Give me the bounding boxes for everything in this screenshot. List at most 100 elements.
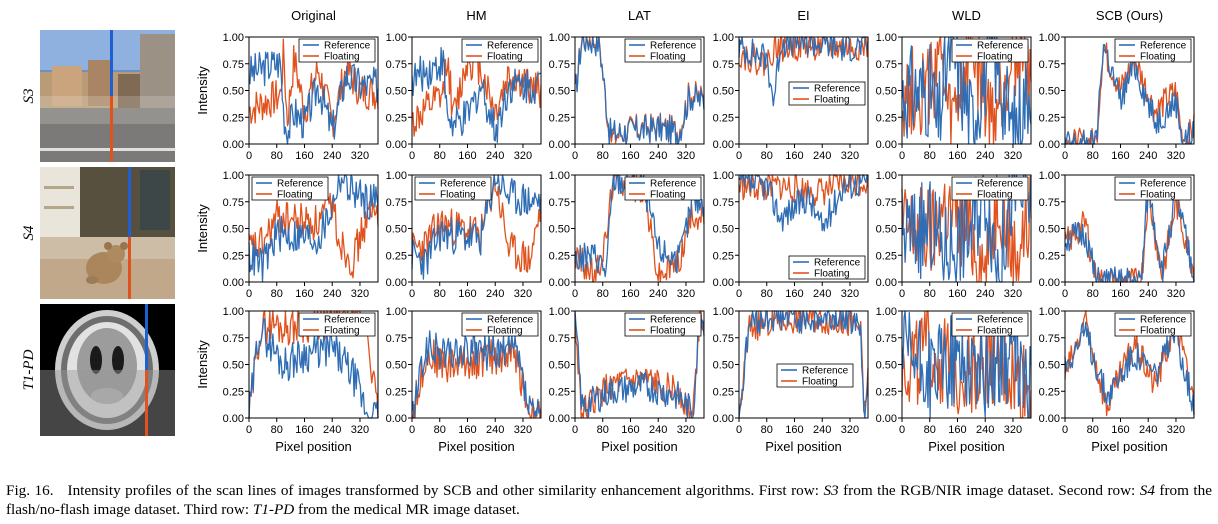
legend-label-reference: Reference	[814, 84, 861, 95]
legend-label-floating: Floating	[814, 269, 850, 280]
floating-line	[248, 38, 379, 138]
legend-label-floating: Floating	[814, 95, 850, 106]
legend-label-reference: Reference	[977, 41, 1024, 52]
legend-label-floating: Floating	[650, 326, 686, 337]
y-tick-label: 0.25	[549, 386, 570, 398]
panel-r2-c3: 0 80 160 240 320 0.00 0.25 0.50 0.75 1.00 Pixel po…	[713, 306, 869, 454]
y-tick-label: 0.00	[386, 413, 407, 425]
legend-label-reference: Reference	[324, 41, 371, 52]
y-tick-label: 0.75	[223, 333, 244, 345]
x-tick-label: 0	[572, 288, 578, 300]
y-tick-label: 0.75	[386, 197, 407, 209]
legend-label-floating: Floating	[277, 190, 313, 201]
y-tick-label: 0.25	[549, 250, 570, 262]
row-label-s3: S3	[21, 89, 37, 104]
x-tick-label: 0	[736, 424, 742, 436]
x-tick-label: 0	[1062, 424, 1068, 436]
x-tick-label: 160	[948, 424, 966, 436]
x-tick-label: 0	[409, 150, 415, 162]
reference-line	[574, 310, 705, 419]
x-tick-label: 320	[351, 288, 369, 300]
row-label-t1-pd: T1-PD	[21, 349, 37, 390]
x-tick-label: 160	[785, 424, 803, 436]
y-tick-label: 0.25	[386, 250, 407, 262]
y-tick-label: 0.25	[876, 112, 897, 124]
legend-label-reference: Reference	[1140, 315, 1187, 326]
x-tick-label: 0	[899, 424, 905, 436]
y-tick-label: 1.00	[713, 170, 734, 182]
x-tick-label: 160	[295, 288, 313, 300]
legend-label-reference: Reference	[802, 366, 849, 377]
x-tick-label: 0	[246, 150, 252, 162]
column-title-5: SCB (Ours)	[1096, 8, 1163, 23]
panel-r1-c2: 0 80 160 240 320 0.00 0.25 0.50 0.75 1.00 Referenc…	[549, 170, 705, 300]
y-tick-label: 0.25	[549, 112, 570, 124]
x-tick-label: 160	[948, 288, 966, 300]
y-tick-label: 0.25	[223, 112, 244, 124]
y-tick-label: 0.50	[386, 224, 407, 236]
y-tick-label: 0.75	[386, 333, 407, 345]
y-tick-label: 0.25	[386, 386, 407, 398]
y-tick-label: 0.25	[1039, 250, 1060, 262]
column-title-4: WLD	[952, 8, 981, 23]
y-tick-label: 0.25	[876, 250, 897, 262]
x-tick-label: 320	[1167, 150, 1185, 162]
x-tick-label: 240	[486, 424, 504, 436]
y-tick-label: 0.75	[223, 197, 244, 209]
y-tick-label: 0.00	[549, 413, 570, 425]
column-title-1: HM	[466, 8, 486, 23]
panel-r0-c2: 0 80 160 240 320 0.00 0.25 0.50 0.75 1.00 Referenc…	[549, 32, 705, 162]
x-tick-label: 80	[1087, 150, 1099, 162]
panel-r0-c5: 0 80 160 240 320 0.00 0.25 0.50 0.75 1.00 Referenc…	[1039, 32, 1195, 162]
caption-t1-pd: T1-PD	[252, 501, 295, 518]
x-tick-label: 160	[458, 424, 476, 436]
y-tick-label: 0.25	[713, 386, 734, 398]
x-tick-label: 80	[761, 288, 773, 300]
x-axis-label: Pixel position	[1091, 439, 1168, 454]
column-title-3: EI	[797, 8, 809, 23]
row-label-s4: S4	[21, 225, 37, 241]
x-axis-label: Pixel position	[765, 439, 842, 454]
y-axis-label: Intensity	[195, 66, 210, 115]
caption-s3: S3	[823, 482, 839, 499]
y-tick-label: 0.75	[386, 59, 407, 71]
column-title-2: LAT	[628, 8, 651, 23]
x-tick-label: 160	[948, 150, 966, 162]
x-tick-label: 80	[271, 424, 283, 436]
legend-label-reference: Reference	[487, 41, 534, 52]
x-tick-label: 160	[785, 288, 803, 300]
legend-label-reference: Reference	[277, 179, 324, 190]
legend-label-reference: Reference	[977, 315, 1024, 326]
panel-r0-c3: 0 80 160 240 320 0.00 0.25 0.50 0.75 1.00 Referenc…	[713, 32, 869, 162]
panel-r0-c1: 0 80 160 240 320 0.00 0.25 0.50 0.75 1.00 Referenc…	[386, 32, 542, 162]
y-tick-label: 1.00	[549, 170, 570, 182]
x-tick-label: 160	[458, 288, 476, 300]
y-tick-label: 1.00	[713, 32, 734, 44]
y-tick-label: 0.00	[386, 277, 407, 289]
reference-line	[411, 46, 542, 143]
x-tick-label: 240	[323, 288, 341, 300]
x-tick-label: 80	[761, 150, 773, 162]
x-tick-label: 240	[323, 150, 341, 162]
legend-label-floating: Floating	[977, 190, 1013, 201]
x-axis-label: Pixel position	[438, 439, 515, 454]
x-tick-label: 80	[761, 424, 773, 436]
y-tick-label: 0.50	[549, 360, 570, 372]
y-tick-label: 0.50	[713, 86, 734, 98]
y-tick-label: 0.50	[1039, 86, 1060, 98]
x-tick-label: 320	[677, 150, 695, 162]
y-tick-label: 0.00	[223, 413, 244, 425]
y-tick-label: 0.50	[386, 86, 407, 98]
x-tick-label: 240	[1139, 424, 1157, 436]
x-tick-label: 240	[976, 288, 994, 300]
y-tick-label: 0.25	[1039, 112, 1060, 124]
y-tick-label: 1.00	[549, 306, 570, 318]
x-tick-label: 0	[899, 150, 905, 162]
